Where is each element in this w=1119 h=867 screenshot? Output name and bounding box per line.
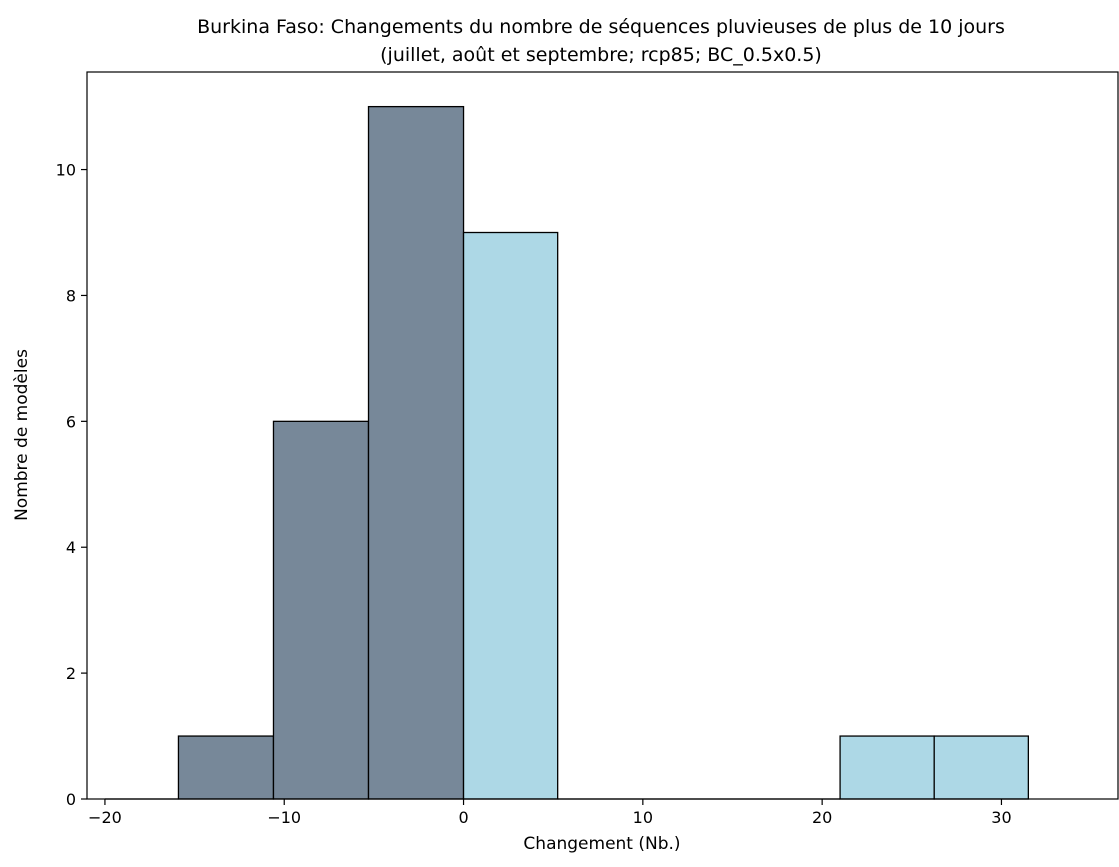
x-tick-label: 30 [991,808,1011,827]
y-tick-label: 2 [66,664,76,683]
x-tick-label: 10 [633,808,653,827]
x-axis-label: Changement (Nb.) [523,834,680,854]
bars-group [177,105,1029,800]
y-axis-ticks: 0 2 4 6 8 10 [56,161,87,809]
y-tick-label: 4 [66,538,76,557]
y-tick-label: 10 [56,161,76,180]
histogram-bar-7 [839,735,935,800]
x-tick-label: 20 [812,808,832,827]
histogram-bar-8 [933,735,1029,800]
chart-title: Burkina Faso: Changements du nombre de s… [197,16,1005,38]
histogram-bar-1 [272,420,370,800]
plot-frame [86,71,1119,800]
y-axis-label: Nombre de modèles [12,349,32,521]
y-tick-label: 6 [66,412,76,431]
y-tick-label: 8 [66,286,76,305]
histogram-bar-2 [367,105,465,800]
x-tick-label: −20 [88,808,122,827]
x-axis-ticks: −20 −10 0 10 20 30 [88,799,1012,827]
x-tick-label: 0 [458,808,468,827]
y-tick-label: 0 [66,790,76,809]
chart-subtitle: (juillet, août et septembre; rcp85; BC_0… [380,44,822,66]
histogram-bar-3 [462,231,559,800]
x-tick-label: −10 [267,808,301,827]
histogram-bar-0 [177,735,275,800]
